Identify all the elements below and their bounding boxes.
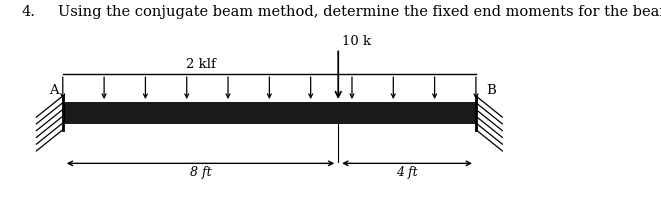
Text: Using the conjugate beam method, determine the fixed end moments for the beam be: Using the conjugate beam method, determi… (58, 5, 661, 19)
Text: 4 ft: 4 ft (396, 166, 418, 179)
Text: 10 k: 10 k (342, 34, 371, 48)
Text: 2 klf: 2 klf (186, 58, 215, 71)
Text: 8 ft: 8 ft (190, 166, 212, 179)
Text: A: A (49, 84, 59, 97)
Text: 4.: 4. (22, 5, 36, 19)
Bar (63, 102, 476, 124)
Text: B: B (486, 84, 496, 97)
